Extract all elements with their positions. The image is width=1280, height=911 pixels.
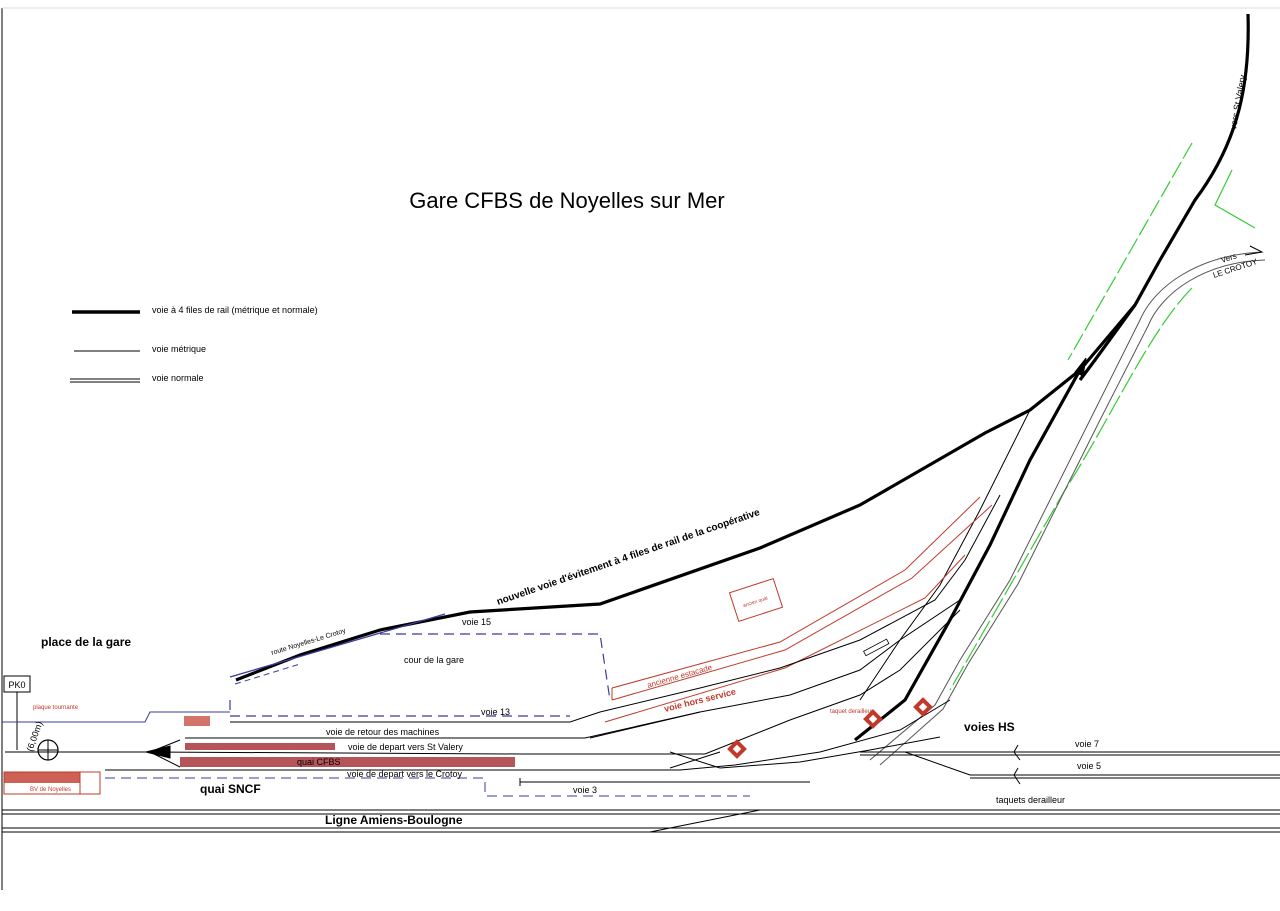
standard-track-le-crotoy — [869, 245, 1266, 766]
voie-retour-label: voie de retour des machines — [326, 727, 440, 737]
pk0-label: PK0 — [8, 680, 25, 690]
voie-depart-crotoy-label: voie de depart vers le Crotoy — [347, 769, 463, 779]
plaque-tournante — [5, 739, 150, 761]
voie-depart-stv-label: voie de depart vers St Valery — [348, 742, 463, 752]
metric-tracks-yard — [105, 494, 1001, 771]
yard-limit-line — [2, 711, 230, 723]
cour-de-la-gare-boundary — [229, 633, 611, 717]
quai-cfbs — [180, 757, 515, 767]
taquets-label: taquets derailleur — [996, 795, 1065, 805]
voies-hs-label: voies HS — [964, 720, 1015, 734]
voie7-label: voie 7 — [1075, 739, 1099, 749]
green-boundaries — [949, 142, 1256, 691]
quai-sncf-label: quai SNCF — [200, 782, 261, 796]
taquet-derailleur-symbols — [727, 638, 933, 759]
sncf-tracks — [2, 777, 1280, 833]
ancien-quai-label: ancien quai — [742, 595, 768, 609]
small-building — [184, 716, 210, 726]
voies-hs — [860, 744, 1280, 785]
bv-noyelles-building — [3, 771, 101, 795]
quai-cfbs-label: quai CFBS — [297, 757, 341, 767]
voie13-label: voie 13 — [481, 707, 510, 717]
route-noyelles-le-crotoy-line — [229, 613, 446, 678]
bv-label: BV de Noyelles — [30, 787, 71, 793]
voie5-label: voie 5 — [1077, 761, 1101, 771]
legend-standard-label: voie normale — [152, 373, 204, 383]
plaque-label: plaque tournante — [33, 705, 79, 711]
voie-hs-label: voie hors service — [663, 686, 737, 713]
cour-label: cour de la gare — [404, 655, 464, 665]
voie3-label: voie 3 — [573, 785, 597, 795]
quai-cfbs-upper — [185, 743, 335, 750]
vers-stv-label: vers St Valery — [1228, 74, 1248, 131]
place-gare-label: place de la gare — [41, 635, 131, 649]
ancienne-estacade — [604, 496, 993, 723]
legend: voie à 4 files de rail (métrique et norm… — [70, 305, 318, 383]
plan-title: Gare CFBS de Noyelles sur Mer — [409, 188, 724, 213]
voie15-label: voie 15 — [462, 617, 491, 627]
plaque-dim-label: (6,00m) — [24, 720, 44, 753]
ligne-label: Ligne Amiens-Boulogne — [325, 813, 463, 827]
legend-metric-label: voie métrique — [152, 344, 206, 354]
four-rail-track-evitement — [235, 13, 1250, 742]
taquet-label: taquet derailleur — [830, 709, 873, 715]
legend-four-rail-label: voie à 4 files de rail (métrique et norm… — [152, 305, 318, 315]
